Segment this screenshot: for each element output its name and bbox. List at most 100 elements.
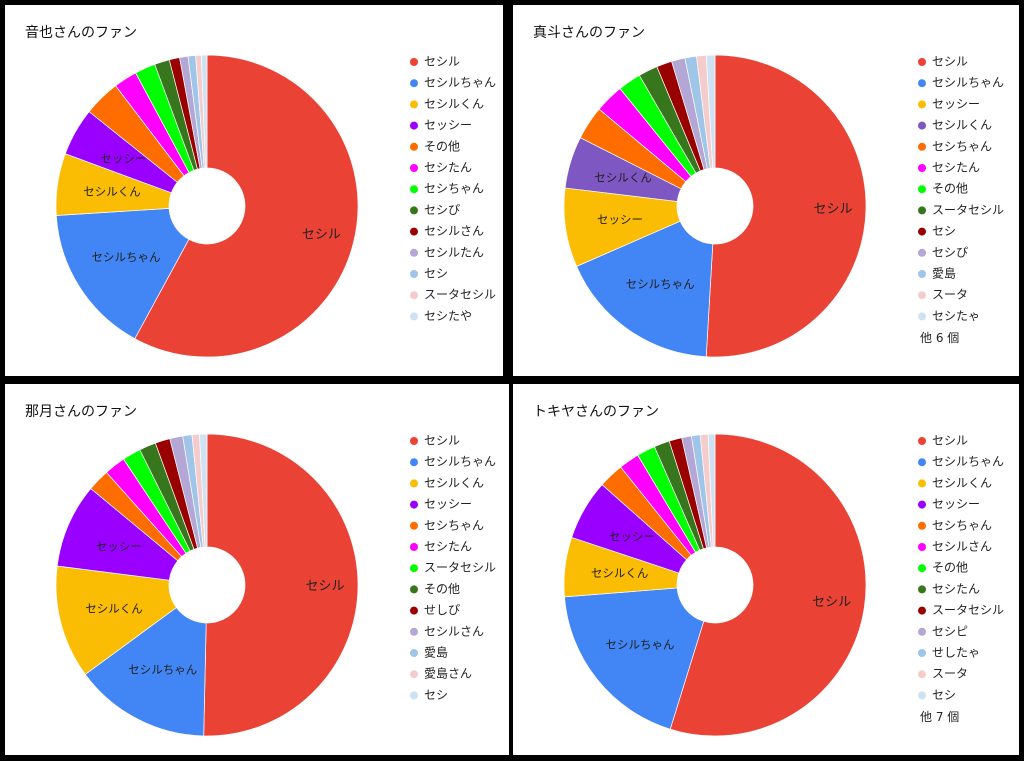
legend-label: スータセシル: [424, 561, 496, 575]
legend-swatch: [410, 206, 418, 215]
legend-swatch: [410, 58, 418, 66]
legend-swatch: [918, 164, 926, 172]
legend-label: その他: [932, 561, 968, 575]
legend-label: セシルちゃん: [424, 455, 496, 469]
slice-label: セシルくん: [85, 602, 143, 616]
legend-label: セッシー: [932, 97, 980, 111]
slice: [199, 433, 208, 548]
legend-label: セシたや: [424, 309, 472, 323]
legend-label: セシルさん: [424, 224, 484, 238]
legend-swatch: [410, 164, 418, 172]
legend-label: セシルさん: [932, 540, 992, 554]
legend-swatch: [410, 270, 418, 278]
legend-swatch: [410, 543, 418, 551]
legend-swatch: [918, 627, 926, 636]
legend-more: 他 7 個: [920, 710, 959, 724]
legend-swatch: [918, 458, 926, 467]
slice: [134, 54, 359, 358]
legend-swatch: [918, 649, 926, 657]
legend-swatch: [410, 437, 418, 445]
legend-label: せしぴ: [424, 603, 460, 617]
slice-label: セシル: [812, 595, 851, 610]
slice: [55, 208, 190, 340]
slice-label: セシル: [302, 228, 341, 243]
slice: [669, 433, 867, 737]
legend-label: その他: [424, 582, 460, 596]
legend-swatch: [410, 649, 418, 657]
legend-swatch: [410, 312, 418, 321]
legend-swatch: [918, 121, 926, 130]
legend-label: セシルくん: [424, 97, 484, 111]
slice: [705, 54, 867, 358]
legend-swatch: [410, 627, 418, 636]
slice-label: セシルちゃん: [128, 663, 197, 677]
legend-label: セシたん: [932, 582, 980, 596]
legend-swatch: [410, 564, 418, 573]
legend-swatch: [410, 479, 418, 488]
legend-swatch: [410, 500, 418, 509]
legend-label: セシルちゃん: [932, 455, 1004, 469]
legend-swatch: [918, 270, 926, 278]
legend-label: 愛島: [424, 645, 448, 660]
legend-label: セシルたん: [424, 245, 484, 259]
slice: [707, 433, 716, 548]
legend-label: せしたゃ: [932, 646, 980, 660]
slice-label: セシル: [305, 579, 344, 594]
legend-label: セシルちゃん: [424, 76, 496, 90]
legend-swatch: [410, 670, 418, 679]
chart-title: 真斗さんのファン: [533, 25, 645, 41]
slice: [576, 220, 714, 358]
legend-swatch: [918, 227, 926, 236]
legend-label: セシ: [424, 267, 448, 281]
legend-swatch: [918, 670, 926, 679]
legend-swatch: [918, 100, 926, 109]
legend-label: セシぴ: [424, 203, 460, 217]
legend-swatch: [918, 500, 926, 509]
slice-label: セシルくん: [83, 185, 141, 199]
legend-swatch: [410, 185, 418, 194]
legend-swatch: [918, 606, 926, 615]
legend-label: セシちゃん: [424, 182, 484, 196]
legend-swatch: [410, 606, 418, 615]
legend-label: セシルくん: [932, 476, 992, 490]
legend-swatch: [918, 585, 926, 594]
legend-label: セシ: [932, 224, 956, 238]
legend-label: セシちゃん: [932, 518, 992, 532]
chart-panel: 那月さんのファンセシルセシルセシルちゃんセシルちゃんセシルくんセシルくんセッシー…: [5, 384, 509, 755]
legend-swatch: [918, 79, 926, 88]
slice-label: セッシー: [597, 212, 643, 226]
legend-label: セシちゃん: [932, 139, 992, 153]
legend-swatch: [918, 564, 926, 573]
slice-label: セシルちゃん: [92, 250, 161, 264]
legend-label: セシル: [424, 55, 460, 69]
legend-swatch: [410, 227, 418, 236]
slice-label: セッシー: [96, 539, 142, 553]
legend-label: セシちゃん: [424, 518, 484, 532]
legend-label: セシル: [932, 434, 968, 448]
legend-label: セッシー: [932, 497, 980, 511]
legend-swatch: [918, 142, 926, 151]
slice-label: セッシー: [100, 151, 146, 165]
legend-label: セシルくん: [424, 476, 484, 490]
chart-title: 那月さんのファン: [25, 404, 137, 420]
legend-label: セシたゃ: [932, 309, 980, 323]
chart-panel: トキヤさんのファンセシルセシルセシルちゃんセシルちゃんセシルくんセシルくんセッシ…: [513, 384, 1019, 755]
legend-label: 愛島さん: [424, 666, 472, 681]
legend-swatch: [918, 185, 926, 194]
legend-label: セシたん: [932, 161, 980, 175]
legend-label: セシル: [932, 55, 968, 69]
legend-label: セシ: [424, 688, 448, 702]
legend-label: セシルちゃん: [932, 76, 1004, 90]
slice-label: セシルちゃん: [626, 277, 695, 291]
legend-swatch: [410, 142, 418, 151]
legend-label: セッシー: [424, 118, 472, 132]
legend-label: スータセシル: [932, 603, 1004, 617]
legend-swatch: [918, 206, 926, 215]
legend-swatch: [918, 58, 926, 66]
legend-swatch: [410, 691, 418, 700]
slice-label: セッシー: [609, 530, 655, 544]
slice-label: セシルくん: [591, 566, 649, 580]
legend-swatch: [410, 458, 418, 467]
legend-label: セシル: [424, 434, 460, 448]
